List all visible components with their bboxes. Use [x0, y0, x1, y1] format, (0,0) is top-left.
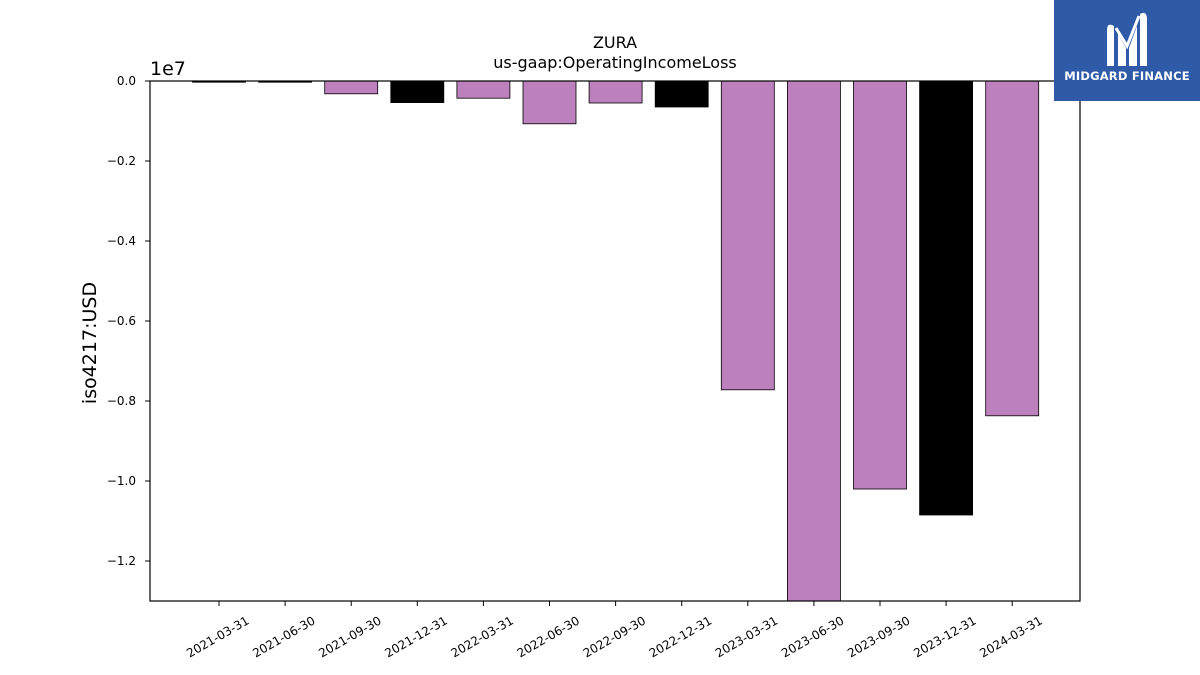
bar-2022-09-30 [588, 80, 643, 104]
x-tick-label: 2021-09-30 [316, 613, 383, 660]
y-tick-label: −0.2 [107, 154, 136, 168]
x-tick-label: 2021-06-30 [250, 613, 317, 660]
x-tick-label: 2021-12-31 [382, 613, 449, 660]
y-tick-label: −1.2 [107, 554, 136, 568]
x-tick-label: 2023-03-31 [713, 613, 780, 660]
logo-badge: MIDGARD FINANCE [1054, 0, 1200, 101]
y-offset-label: 1e7 [150, 58, 186, 80]
bar-2023-09-30 [853, 80, 907, 490]
y-tick-label: −0.6 [107, 314, 136, 328]
y-tick-label: 0.0 [117, 74, 136, 88]
y-tick-label: −0.8 [107, 394, 136, 408]
y-tick-label: −1.0 [107, 474, 136, 488]
y-axis-ticks: 0.0 −0.2 −0.4 −0.6 −0.8 −1.0 −1.2 [107, 74, 150, 568]
logo-text: MIDGARD FINANCE [1064, 69, 1190, 83]
bar-2023-06-30 [787, 80, 841, 602]
chart-subtitle: us-gaap:OperatingIncomeLoss [493, 53, 737, 72]
bar-2022-03-31 [456, 80, 511, 99]
bar-2022-06-30 [522, 80, 577, 125]
x-tick-label: 2022-03-31 [448, 613, 515, 660]
midgard-logo-icon [1107, 12, 1147, 67]
bar-2024-03-31 [985, 80, 1040, 417]
chart-title: ZURA [593, 33, 637, 52]
bar-2021-09-30 [324, 80, 379, 95]
x-tick-label: 2023-12-31 [911, 613, 978, 660]
x-tick-label: 2023-06-30 [779, 613, 846, 660]
y-axis-label: iso4217:USD [79, 282, 101, 404]
bar-2023-03-31 [720, 80, 775, 391]
bar-2022-12-31 [654, 80, 709, 108]
x-tick-label: 2022-06-30 [515, 613, 582, 660]
bar-2023-12-31 [919, 80, 973, 516]
bar-2021-12-31 [390, 80, 445, 104]
y-tick-label: −0.4 [107, 234, 136, 248]
x-axis-ticks: 2021-03-312021-06-302021-09-302021-12-31… [184, 601, 1045, 660]
plot-frame [149, 80, 1081, 602]
x-tick-label: 2024-03-31 [977, 613, 1044, 660]
x-tick-label: 2023-09-30 [845, 613, 912, 660]
x-tick-label: 2022-09-30 [581, 613, 648, 660]
bars-group [192, 80, 1040, 602]
x-tick-label: 2022-12-31 [647, 613, 714, 660]
x-tick-label: 2021-03-31 [184, 613, 251, 660]
